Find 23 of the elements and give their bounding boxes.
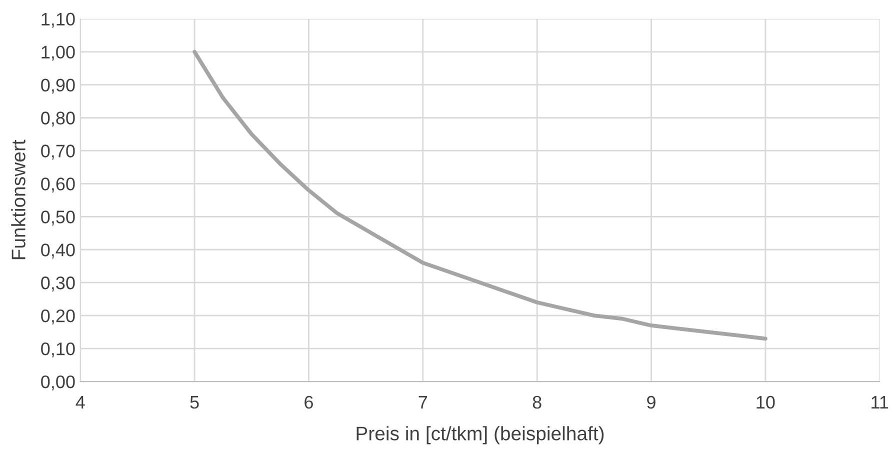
y-tick-label: 0,00 — [41, 375, 75, 390]
x-tick-label: 11 — [872, 396, 888, 408]
y-axis-title: Funktionswert — [11, 140, 26, 260]
y-tick-label: 1,00 — [42, 46, 75, 61]
y-tick-label: 0,10 — [41, 342, 75, 358]
y-tick-label: 1,10 — [42, 12, 75, 28]
y-tick-label: 0,90 — [41, 78, 75, 94]
x-tick-label: 7 — [418, 396, 428, 408]
x-axis-title: Preis in [ct/tkm] (beispielhaft) — [356, 426, 604, 444]
x-tick-label: 9 — [647, 396, 656, 409]
y-tick-label: 0,60 — [41, 178, 75, 193]
line-series — [192, 50, 768, 341]
y-tick-label: 0,40 — [41, 244, 75, 258]
y-tick-label: 0,70 — [41, 144, 75, 160]
x-tick-label: 5 — [190, 396, 199, 409]
x-tick-label: 4 — [76, 396, 85, 408]
y-tick-label: 0,30 — [41, 276, 75, 292]
x-tick-label: 6 — [304, 396, 313, 409]
y-tick-label: 0,80 — [41, 112, 75, 127]
x-tick-label: 10 — [756, 396, 775, 409]
y-tick-label: 0,50 — [41, 210, 75, 226]
y-tick-label: 0,20 — [41, 310, 75, 324]
x-tick-label: 8 — [532, 396, 542, 409]
